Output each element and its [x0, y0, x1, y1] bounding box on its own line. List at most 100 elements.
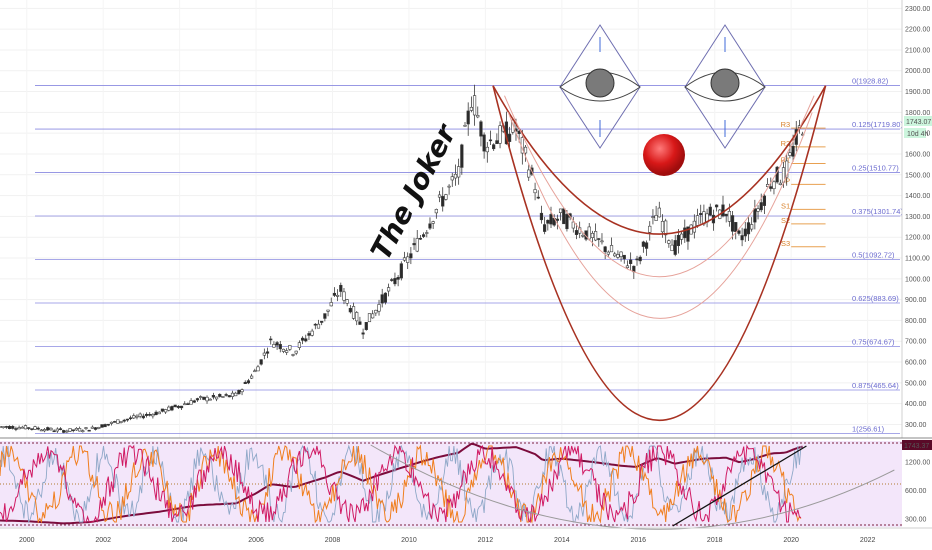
candle-body: [358, 321, 362, 325]
candle-body: [224, 394, 228, 396]
candle-body: [396, 277, 400, 280]
candle-body: [81, 430, 85, 433]
candle-body: [253, 370, 257, 373]
time-axis: 2000 2002 2004 2006 2008 2010 2012 2014 2016 2018…: [19, 537, 876, 544]
candle-body: [597, 238, 601, 240]
fib-level-label: 0.75(674.67): [852, 338, 895, 347]
y-tick-label: 2200.00: [905, 27, 930, 34]
candle-body: [562, 208, 566, 225]
candle-body: [527, 169, 531, 178]
candle-body: [654, 215, 658, 221]
candle-body: [345, 299, 349, 304]
candle-body: [205, 396, 209, 402]
candle-body: [291, 354, 295, 356]
candle-body: [523, 146, 528, 154]
candle-body: [218, 394, 222, 397]
candle-body: [135, 415, 139, 418]
candle-body: [727, 211, 731, 222]
candle-body: [307, 333, 311, 336]
candle-body: [635, 258, 639, 261]
candle-body: [476, 115, 480, 118]
x-tick-label: 2004: [172, 537, 188, 544]
candle-body: [453, 173, 458, 179]
candle-body: [160, 408, 165, 412]
candle-body: [708, 206, 712, 216]
candle-body: [176, 405, 180, 408]
smile-curves: [492, 85, 827, 421]
candle-body: [422, 234, 426, 237]
candle-body: [106, 423, 110, 426]
candle-body: [122, 419, 126, 422]
candle-body: [316, 323, 321, 329]
candle-body: [7, 425, 12, 430]
candle-body: [170, 406, 174, 411]
candle-body: [250, 375, 254, 379]
candle-body: [116, 419, 120, 424]
candle-body: [87, 429, 91, 432]
candle-body: [590, 232, 595, 238]
fibonacci-levels: 0(1928.82) 0.125(1719.80) 0.25(1510.77) 0.3…: [35, 77, 903, 434]
price-candles: [0, 84, 805, 434]
y-tick-label: 1300.00: [905, 214, 930, 221]
fib-level-label: 0.375(1301.74): [852, 207, 903, 216]
candle-body: [670, 244, 674, 252]
indicator-tick-label: 600.00: [905, 488, 927, 495]
y-tick-label: 1000.00: [905, 276, 930, 283]
candle-body: [11, 426, 15, 429]
candle-body: [724, 213, 728, 217]
candle-body: [256, 366, 260, 372]
candle-body: [402, 257, 407, 261]
y-tick-label: 2300.00: [905, 6, 930, 13]
candle-body: [686, 226, 690, 242]
candle-body: [594, 231, 598, 241]
candle-body: [533, 189, 537, 194]
y-tick-label: 1400.00: [905, 193, 930, 200]
candle-body: [386, 287, 391, 292]
indicator-axis: 300.00 600.00 1200.00: [905, 459, 930, 523]
indicator-tick-label: 300.00: [905, 517, 927, 524]
candle-body: [737, 230, 741, 234]
candle-body: [695, 215, 700, 226]
candle-body: [613, 253, 617, 257]
candle-body: [715, 204, 719, 208]
candle-body: [492, 144, 496, 150]
candle-body: [42, 429, 47, 432]
fib-level-label: 1(256.61): [852, 425, 885, 434]
indicator-series: [0, 442, 895, 530]
candle-body: [791, 145, 795, 157]
candle-body: [113, 421, 117, 423]
x-tick-label: 2014: [554, 537, 570, 544]
candle-body: [23, 425, 28, 430]
candle-body: [753, 208, 757, 223]
candle-body: [603, 246, 607, 253]
y-tick-label: 700.00: [905, 339, 927, 346]
candle-body: [157, 411, 161, 415]
candle-body: [664, 220, 668, 236]
candle-body: [485, 146, 489, 153]
candle-body: [657, 207, 661, 218]
candle-body: [192, 400, 196, 403]
candle-body: [651, 216, 655, 218]
candle-body: [460, 144, 464, 168]
candle-body: [348, 308, 352, 313]
candle-body: [240, 389, 244, 393]
price-axis: 300.00 400.00 500.00 600.00 700.00 800.00 900.…: [905, 6, 930, 429]
candle-body: [393, 278, 397, 285]
indicator-trendline: [672, 445, 807, 527]
candle-body: [4, 426, 8, 428]
candle-body: [234, 392, 238, 397]
y-tick-label: 500.00: [905, 380, 927, 387]
y-tick-label: 600.00: [905, 360, 927, 367]
oscillator-line: [0, 444, 802, 523]
y-tick-label: 1800.00: [905, 110, 930, 117]
candle-body: [536, 196, 540, 199]
candle-body: [565, 214, 569, 230]
candle-body: [65, 430, 69, 433]
pivot-levels: R3 R2 R1 P S1 S2 S3: [781, 120, 826, 248]
candle-body: [243, 381, 247, 385]
candle-body: [367, 313, 372, 323]
candle-body: [399, 263, 403, 279]
candle-body: [84, 427, 88, 429]
candle-body: [571, 221, 575, 229]
candle-body: [517, 130, 521, 134]
